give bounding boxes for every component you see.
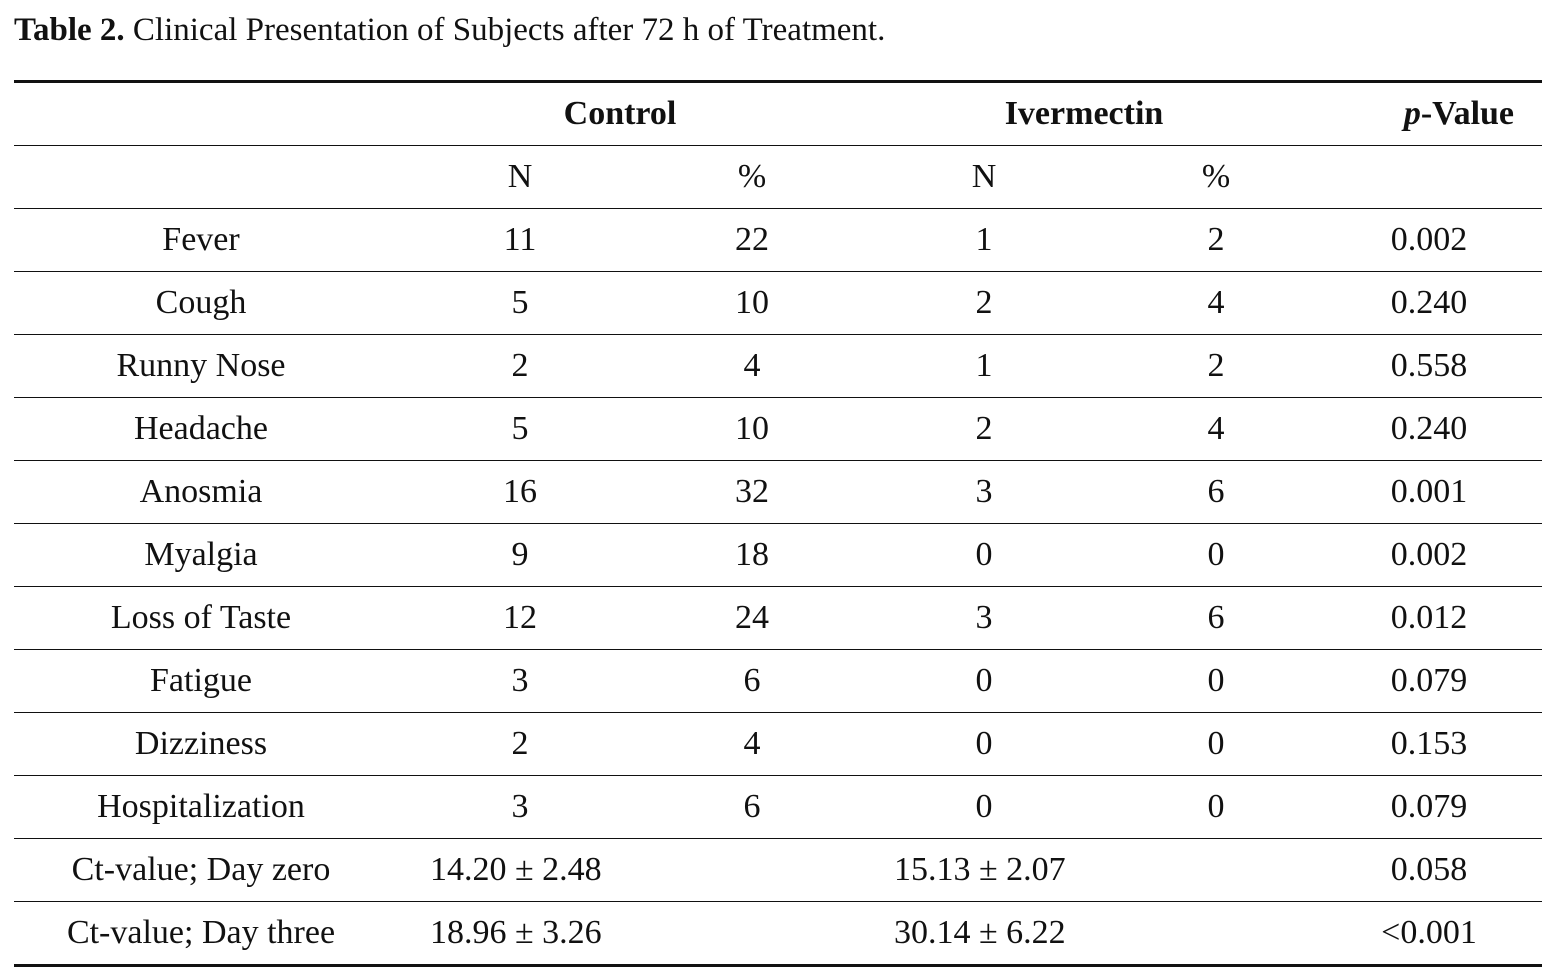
row-label: Hospitalization [14,775,388,839]
ct-control-cell: 14.20 ± 2.48 [388,838,852,902]
pvalue-cell: 0.153 [1316,712,1542,776]
control-n-cell: 5 [388,397,652,461]
row-label: Myalgia [14,523,388,587]
ivermectin-n-cell: 3 [852,460,1116,524]
control-pct-cell: 4 [652,334,852,398]
row-label: Fever [14,208,388,272]
row-label: Runny Nose [14,334,388,398]
row-label: Loss of Taste [14,586,388,650]
control-n-cell: 5 [388,271,652,335]
control-n-cell: 2 [388,334,652,398]
table-caption: Table 2. Clinical Presentation of Subjec… [14,10,885,50]
header-pvalue: p-Value [1316,80,1542,146]
control-n-cell: 3 [388,775,652,839]
control-pct-cell: 6 [652,775,852,839]
table-row: Fatigue 3 6 0 0 0.079 [14,649,1542,713]
caption-label: Table 2. [14,12,125,48]
table-row: Dizziness 2 4 0 0 0.153 [14,712,1542,776]
pvalue-cell: 0.079 [1316,775,1542,839]
pvalue-rest: -Value [1420,95,1515,132]
control-pct-cell: 4 [652,712,852,776]
ivermectin-pct-cell: 4 [1116,271,1317,335]
pvalue-cell: 0.002 [1316,208,1542,272]
pvalue-cell: 0.558 [1316,334,1542,398]
ivermectin-n-cell: 0 [852,712,1116,776]
ivermectin-n-cell: 2 [852,271,1116,335]
pvalue-cell: 0.240 [1316,271,1542,335]
ct-ivermectin-cell: 15.13 ± 2.07 [852,838,1317,902]
row-label: Headache [14,397,388,461]
ivermectin-n-cell: 0 [852,775,1116,839]
header-row-subheaders: N % N % [14,145,1542,209]
ivermectin-n-cell: 1 [852,208,1116,272]
ivermectin-pct-cell: 6 [1116,460,1317,524]
subheader-ivermectin-pct: % [1116,145,1317,209]
subheader-control-n: N [388,145,652,209]
subheader-empty-cell [14,145,388,209]
control-n-cell: 3 [388,649,652,713]
table-row: Fever 11 22 1 2 0.002 [14,208,1542,272]
ivermectin-pct-cell: 0 [1116,649,1317,713]
control-n-cell: 9 [388,523,652,587]
ivermectin-n-cell: 1 [852,334,1116,398]
ct-row-label: Ct-value; Day three [14,901,388,967]
pvalue-cell: 0.001 [1316,460,1542,524]
table-row-ct: Ct-value; Day three 18.96 ± 3.26 30.14 ± 6… [14,901,1542,967]
ivermectin-n-cell: 3 [852,586,1116,650]
caption-text: Clinical Presentation of Subjects after … [132,12,886,48]
pvalue-cell: 0.002 [1316,523,1542,587]
ivermectin-n-cell: 0 [852,649,1116,713]
table-row: Myalgia 9 18 0 0 0.002 [14,523,1542,587]
ct-pvalue-cell: <0.001 [1316,901,1542,967]
ct-ivermectin-cell: 30.14 ± 6.22 [852,901,1317,967]
ivermectin-pct-cell: 6 [1116,586,1317,650]
subheader-control-pct: % [652,145,852,209]
control-pct-cell: 32 [652,460,852,524]
pvalue-cell: 0.240 [1316,397,1542,461]
header-control: Control [388,80,852,146]
table-row: Loss of Taste 12 24 3 6 0.012 [14,586,1542,650]
ct-control-cell: 18.96 ± 3.26 [388,901,852,967]
table-row-ct: Ct-value; Day zero 14.20 ± 2.48 15.13 ± 2.… [14,838,1542,902]
row-label: Anosmia [14,460,388,524]
subheader-ivermectin-n: N [852,145,1116,209]
control-n-cell: 12 [388,586,652,650]
ivermectin-pct-cell: 2 [1116,208,1317,272]
ivermectin-n-cell: 0 [852,523,1116,587]
control-pct-cell: 6 [652,649,852,713]
ivermectin-pct-cell: 2 [1116,334,1317,398]
pvalue-cell: 0.012 [1316,586,1542,650]
table-row: Hospitalization 3 6 0 0 0.079 [14,775,1542,839]
ivermectin-pct-cell: 0 [1116,775,1317,839]
table-row: Runny Nose 2 4 1 2 0.558 [14,334,1542,398]
row-label: Cough [14,271,388,335]
header-ivermectin: Ivermectin [852,80,1317,146]
row-label: Dizziness [14,712,388,776]
pvalue-cell: 0.079 [1316,649,1542,713]
table-row: Headache 5 10 2 4 0.240 [14,397,1542,461]
ivermectin-n-cell: 2 [852,397,1116,461]
table-row: Cough 5 10 2 4 0.240 [14,271,1542,335]
ct-row-label: Ct-value; Day zero [14,838,388,902]
clinical-presentation-table: Control Ivermectin p-Value N % N % Fever… [14,80,1542,967]
ivermectin-pct-cell: 0 [1116,523,1317,587]
subheader-pvalue-empty [1316,145,1542,209]
control-pct-cell: 22 [652,208,852,272]
header-row-groups: Control Ivermectin p-Value [14,80,1542,146]
control-pct-cell: 10 [652,271,852,335]
control-n-cell: 16 [388,460,652,524]
pvalue-italic: p [1403,95,1421,132]
ct-pvalue-cell: 0.058 [1316,838,1542,902]
table-body: Fever 11 22 1 2 0.002 Cough 5 10 2 4 0.240 Runny Nos… [14,208,1542,967]
table-row: Anosmia 16 32 3 6 0.001 [14,460,1542,524]
row-label: Fatigue [14,649,388,713]
control-pct-cell: 24 [652,586,852,650]
control-n-cell: 2 [388,712,652,776]
control-pct-cell: 10 [652,397,852,461]
ivermectin-pct-cell: 0 [1116,712,1317,776]
ivermectin-pct-cell: 4 [1116,397,1317,461]
control-n-cell: 11 [388,208,652,272]
header-empty-cell [14,80,388,146]
control-pct-cell: 18 [652,523,852,587]
